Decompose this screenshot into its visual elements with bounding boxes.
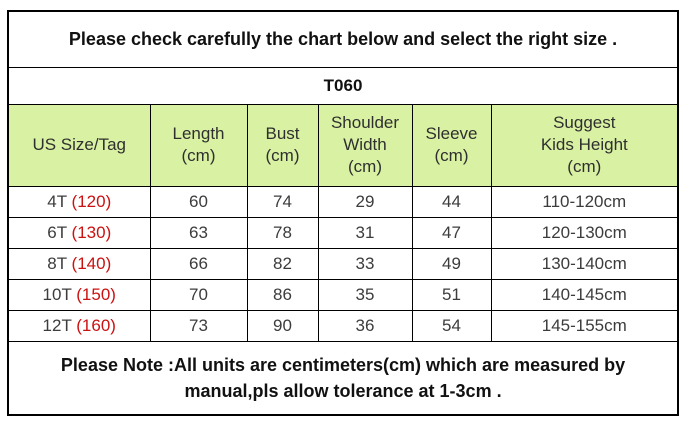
table-row: 6T (130) 63 78 31 47 120-130cm	[7, 216, 679, 249]
col-header-length: Length (cm)	[149, 103, 248, 187]
length-cell: 60	[149, 185, 248, 218]
size-cell: 10T (150)	[7, 278, 151, 311]
size-cell: 4T (120)	[7, 185, 151, 218]
shoulder-width-cell: 33	[317, 247, 413, 280]
length-cell: 63	[149, 216, 248, 249]
size-label: 10T	[42, 284, 72, 304]
bust-cell: 90	[246, 309, 319, 342]
length-cell: 70	[149, 278, 248, 311]
title-row: Please check carefully the chart below a…	[7, 10, 679, 68]
size-label: 6T	[47, 222, 67, 242]
table-row: 8T (140) 66 82 33 49 130-140cm	[7, 247, 679, 280]
table-row: 12T (160) 73 90 36 54 145-155cm	[7, 309, 679, 342]
shoulder-width-cell: 29	[317, 185, 413, 218]
length-cell: 66	[149, 247, 248, 280]
chart-title: Please check carefully the chart below a…	[7, 10, 679, 68]
size-tag: (150)	[76, 284, 116, 304]
size-tag: (120)	[71, 191, 112, 211]
sleeve-cell: 51	[411, 278, 492, 311]
sleeve-cell: 44	[411, 185, 492, 218]
col-header-suggest-kids-height: Suggest Kids Height (cm)	[490, 103, 679, 187]
size-label: 4T	[47, 191, 67, 211]
size-cell: 8T (140)	[7, 247, 151, 280]
shoulder-width-cell: 31	[317, 216, 413, 249]
col-header-bust: Bust (cm)	[246, 103, 319, 187]
note-text: Please Note :All units are centimeters(c…	[7, 340, 679, 416]
bust-cell: 78	[246, 216, 319, 249]
model-code: T060	[7, 66, 679, 105]
shoulder-width-cell: 36	[317, 309, 413, 342]
kids-height-cell: 140-145cm	[490, 278, 679, 311]
size-tag: (130)	[71, 222, 112, 242]
size-tag: (160)	[76, 315, 116, 335]
kids-height-cell: 110-120cm	[490, 185, 679, 218]
size-chart-table: Please check carefully the chart below a…	[7, 10, 680, 416]
length-cell: 73	[149, 309, 248, 342]
size-tag: (140)	[71, 253, 112, 273]
bust-cell: 86	[246, 278, 319, 311]
shoulder-width-cell: 35	[317, 278, 413, 311]
sleeve-cell: 49	[411, 247, 492, 280]
column-header-row: US Size/Tag Length (cm) Bust (cm) Should…	[7, 103, 679, 187]
col-header-us-size-tag: US Size/Tag	[7, 103, 151, 187]
kids-height-cell: 130-140cm	[490, 247, 679, 280]
col-header-sleeve: Sleeve (cm)	[411, 103, 492, 187]
sleeve-cell: 47	[411, 216, 492, 249]
col-header-shoulder-width: Shoulder Width (cm)	[317, 103, 413, 187]
bust-cell: 82	[246, 247, 319, 280]
size-cell: 12T (160)	[7, 309, 151, 342]
bust-cell: 74	[246, 185, 319, 218]
size-chart-sheet: Please check carefully the chart below a…	[7, 10, 680, 416]
note-row: Please Note :All units are centimeters(c…	[7, 340, 679, 416]
size-cell: 6T (130)	[7, 216, 151, 249]
kids-height-cell: 145-155cm	[490, 309, 679, 342]
size-label: 12T	[42, 315, 72, 335]
sleeve-cell: 54	[411, 309, 492, 342]
table-row: 4T (120) 60 74 29 44 110-120cm	[7, 185, 679, 218]
model-row: T060	[7, 66, 679, 105]
size-label: 8T	[47, 253, 67, 273]
kids-height-cell: 120-130cm	[490, 216, 679, 249]
table-row: 10T (150) 70 86 35 51 140-145cm	[7, 278, 679, 311]
